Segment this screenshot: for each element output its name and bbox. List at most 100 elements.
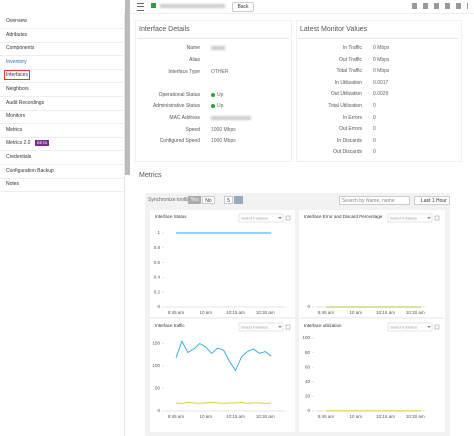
monitor-title: Latest Monitor Values xyxy=(300,26,368,33)
menu-icon[interactable] xyxy=(137,3,144,11)
monitor-label: Total Traffic xyxy=(336,68,362,75)
sidebar-label: Interfaces xyxy=(4,70,30,81)
yes-button[interactable]: Yes xyxy=(188,196,201,204)
detail-label: MAC Address xyxy=(169,115,200,121)
detail-label: Name xyxy=(186,45,200,51)
sidebar-label: Credentials xyxy=(6,154,32,160)
instance-select xyxy=(387,322,433,332)
dropdown-caret xyxy=(278,326,282,328)
detail-value: Up xyxy=(217,92,224,98)
y-tick-label: 0.2 xyxy=(154,289,161,294)
y-tick-label: 0 xyxy=(157,408,160,413)
x-tick-label: 10 am xyxy=(349,310,362,315)
refresh-button[interactable]: 5 xyxy=(224,196,233,204)
y-tick-label: 40 xyxy=(305,379,311,384)
sidebar-item[interactable]: Neighbors xyxy=(0,83,124,97)
sidebar-label: Configuration Backup xyxy=(6,167,54,174)
y-tick-label: 20 xyxy=(305,394,311,399)
monitor-label: Out Discards xyxy=(333,149,362,156)
monitor-label: In Utilization xyxy=(334,79,362,86)
detail-value: OTHER xyxy=(211,69,229,75)
sidebar-item[interactable]: Configuration Backup xyxy=(0,165,124,179)
x-tick-label: 9:45 am xyxy=(318,310,335,315)
details-panel xyxy=(135,20,292,162)
x-tick-label: 10:15 am xyxy=(376,310,395,315)
detail-label: Interface Type xyxy=(168,69,200,75)
monitor-value: 0 xyxy=(373,103,376,109)
x-tick-label: 9:45 am xyxy=(168,414,185,419)
x-tick-label: 10:30 am xyxy=(406,310,425,315)
detail-value: Up xyxy=(217,103,224,109)
y-tick-label: 0 xyxy=(307,304,310,309)
scrollbar[interactable] xyxy=(125,0,130,175)
sidebar-item[interactable]: Monitors xyxy=(0,110,124,125)
x-tick-label: 10:15 am xyxy=(226,414,245,419)
details-title: Interface Details xyxy=(139,26,190,33)
detail-label: Administrative Status xyxy=(153,103,200,109)
sidebar-item[interactable]: Interfaces xyxy=(0,69,124,84)
sidebar-item[interactable]: Notes xyxy=(0,178,124,193)
instance-placeholder: Select Instance xyxy=(241,215,269,220)
sidebar-label: Monitors xyxy=(6,113,26,120)
blurred-value xyxy=(211,46,225,50)
sidebar-item[interactable]: Audit Recordings xyxy=(0,97,124,111)
range-select[interactable]: Last 1 Hour xyxy=(414,196,450,205)
sidebar-item[interactable]: Credentials xyxy=(0,151,124,165)
blurred-value xyxy=(211,116,251,120)
sidebar-item[interactable]: Overview xyxy=(0,15,124,29)
monitor-value: 0 xyxy=(373,114,376,121)
topbar xyxy=(130,0,474,14)
monitor-value: 0 xyxy=(373,126,376,133)
back-button[interactable]: Back xyxy=(232,2,254,12)
monitor-label: Out Utilization xyxy=(330,91,362,98)
instance-placeholder: Select Instance xyxy=(390,215,418,220)
sidebar-label: Neighbors xyxy=(6,86,29,92)
sidebar-item[interactable]: Attributes xyxy=(0,29,124,43)
x-tick-label: 10 am xyxy=(199,414,212,419)
y-tick-label: 150 xyxy=(152,341,160,346)
x-tick-label: 10:30 am xyxy=(256,414,275,419)
x-tick-label: 10:15 am xyxy=(226,310,245,315)
x-tick-label: 9:45 am xyxy=(168,310,185,315)
sidebar-item[interactable]: Components xyxy=(0,42,124,57)
y-tick-label: 0.6 xyxy=(154,260,161,265)
x-tick-label: 10:15 am xyxy=(376,414,395,419)
detail-value: 1000 Mbps xyxy=(211,138,236,144)
monitor-label: In Discards xyxy=(336,137,362,144)
chart-card xyxy=(299,210,445,317)
monitor-value: 0 xyxy=(373,149,376,156)
blurred-name xyxy=(160,4,225,8)
search-input[interactable]: Search by Name, name xyxy=(339,196,410,205)
status-dot xyxy=(211,93,215,97)
sidebar-item[interactable]: Metrics 2.0 BETA xyxy=(0,137,124,152)
refresh-toggle[interactable] xyxy=(234,196,243,204)
monitor-panel xyxy=(296,20,462,162)
dropdown-caret xyxy=(278,217,282,219)
sidebar xyxy=(0,13,125,436)
sidebar-label: Metrics xyxy=(6,126,23,133)
x-tick-label: 10 am xyxy=(199,310,212,315)
detail-label: Configured Speed xyxy=(159,138,200,144)
no-button[interactable]: No xyxy=(202,196,215,204)
monitor-label: In Errors xyxy=(342,114,362,121)
expand-icon xyxy=(434,215,440,221)
sidebar-item[interactable]: Inventory xyxy=(0,56,124,70)
chart-title: Interface Status xyxy=(155,214,187,219)
dropdown-caret xyxy=(427,326,431,328)
chart-title: Interface utilization xyxy=(304,323,342,328)
instance-placeholder: Select Instance xyxy=(390,324,418,329)
y-tick-label: 60 xyxy=(305,364,311,369)
chart-title: Interface Error and Discard Percentage xyxy=(304,214,383,219)
sidebar-item[interactable]: Metrics xyxy=(0,124,124,138)
metrics-title: Metrics xyxy=(139,172,162,179)
sidebar-label: Attributes xyxy=(6,31,28,38)
x-tick-label: 10:30 am xyxy=(256,310,275,315)
monitor-label: Out Errors xyxy=(338,126,362,133)
expand-icon xyxy=(434,324,440,330)
sidebar-label: Metrics 2.0 xyxy=(6,140,31,147)
chart-card xyxy=(150,210,295,317)
toolbar-icons[interactable] xyxy=(412,3,468,9)
series-line xyxy=(175,340,272,372)
instance-select xyxy=(238,213,284,223)
